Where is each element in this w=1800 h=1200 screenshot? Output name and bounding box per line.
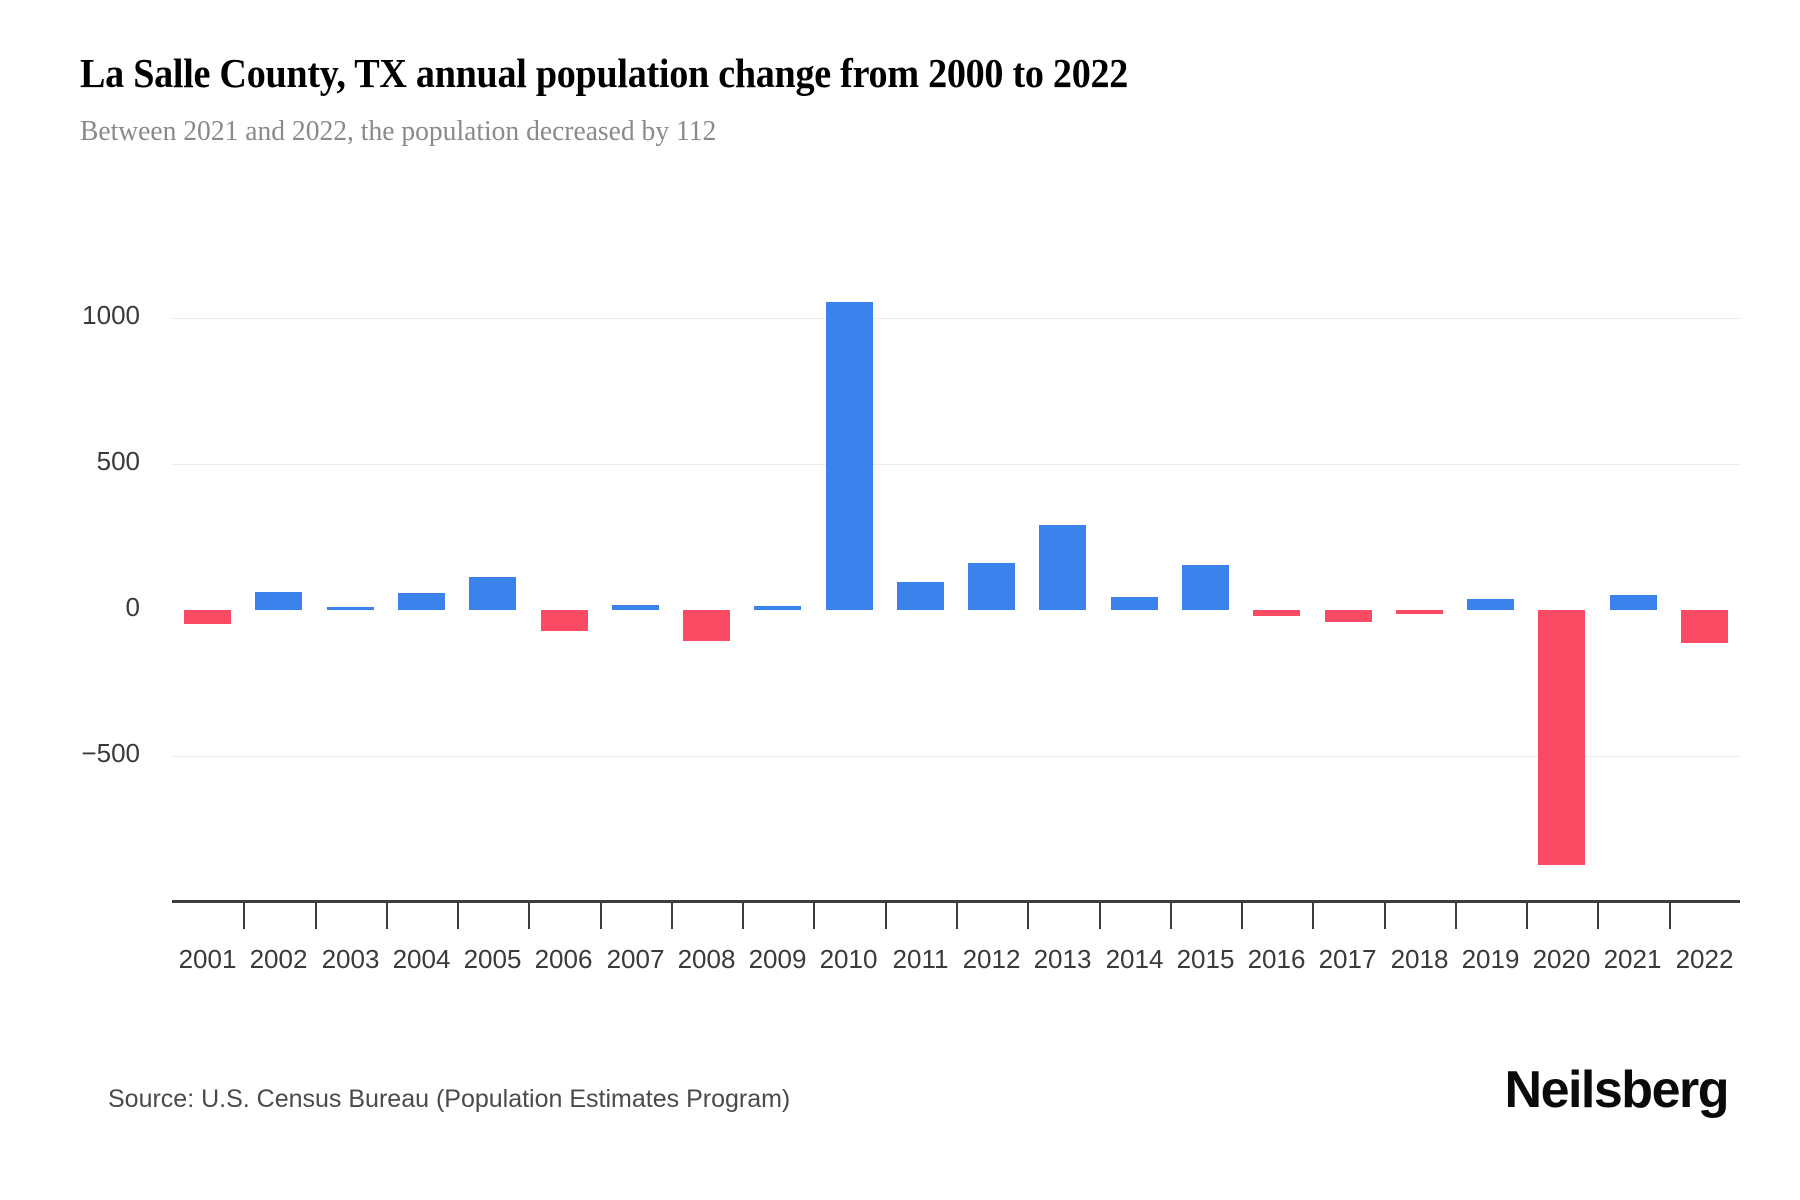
chart-bar[interactable] bbox=[1538, 610, 1585, 865]
x-axis-tick bbox=[1312, 903, 1314, 929]
x-axis-tick bbox=[671, 903, 673, 929]
x-axis-tick bbox=[386, 903, 388, 929]
x-axis-tick-label: 2014 bbox=[1105, 944, 1164, 974]
x-axis-tick-label: 2008 bbox=[677, 944, 736, 974]
x-axis-tick bbox=[1669, 903, 1671, 929]
x-axis-tick bbox=[1455, 903, 1457, 929]
gridline bbox=[172, 756, 1740, 757]
chart-bar[interactable] bbox=[1253, 610, 1300, 616]
chart-bar[interactable] bbox=[612, 605, 659, 610]
x-axis-tick-label: 2021 bbox=[1603, 944, 1662, 974]
chart-bar[interactable] bbox=[469, 577, 516, 610]
x-axis-tick-label: 2006 bbox=[534, 944, 593, 974]
chart-header: La Salle County, TX annual population ch… bbox=[80, 50, 1720, 149]
chart-bar[interactable] bbox=[1182, 565, 1229, 610]
x-axis-tick-label: 2013 bbox=[1033, 944, 1092, 974]
x-axis-tick-label: 2012 bbox=[962, 944, 1021, 974]
chart-subtitle: Between 2021 and 2022, the population de… bbox=[80, 115, 717, 148]
x-axis-tick-label: 2020 bbox=[1532, 944, 1591, 974]
chart-bar[interactable] bbox=[1467, 599, 1514, 610]
chart-bar[interactable] bbox=[1610, 595, 1657, 610]
chart-bar[interactable] bbox=[184, 610, 231, 624]
chart-bar[interactable] bbox=[968, 563, 1015, 610]
x-axis-tick bbox=[1027, 903, 1029, 929]
x-axis-tick-label: 2003 bbox=[321, 944, 380, 974]
chart-bar[interactable] bbox=[897, 582, 944, 610]
x-axis-tick bbox=[1241, 903, 1243, 929]
x-axis-tick bbox=[528, 903, 530, 929]
x-axis-tick bbox=[243, 903, 245, 929]
chart-bar[interactable] bbox=[1325, 610, 1372, 622]
x-axis-tick-label: 2002 bbox=[249, 944, 308, 974]
chart-bar[interactable] bbox=[255, 592, 302, 610]
x-axis-tick bbox=[1597, 903, 1599, 929]
y-axis-tick-label: 0 bbox=[125, 592, 140, 622]
x-axis-tick-label: 2007 bbox=[606, 944, 665, 974]
x-axis-tick bbox=[315, 903, 317, 929]
chart-bar[interactable] bbox=[683, 610, 730, 641]
x-axis-tick bbox=[600, 903, 602, 929]
x-axis-tick-label: 2019 bbox=[1461, 944, 1520, 974]
x-axis-line bbox=[172, 900, 1740, 903]
x-axis-tick-label: 2001 bbox=[178, 944, 237, 974]
x-axis-tick-label: 2005 bbox=[463, 944, 522, 974]
x-axis-tick-label: 2016 bbox=[1247, 944, 1306, 974]
source-note: Source: U.S. Census Bureau (Population E… bbox=[108, 1085, 791, 1113]
chart-bar[interactable] bbox=[1111, 597, 1158, 610]
chart-bar[interactable] bbox=[826, 302, 873, 610]
x-axis-tick bbox=[956, 903, 958, 929]
x-axis-tick bbox=[813, 903, 815, 929]
chart-bar[interactable] bbox=[398, 593, 445, 610]
x-axis-tick-label: 2022 bbox=[1675, 944, 1734, 974]
x-axis-tick-label: 2018 bbox=[1390, 944, 1449, 974]
chart-bar[interactable] bbox=[754, 606, 801, 610]
x-axis-tick-label: 2017 bbox=[1318, 944, 1377, 974]
brand-logo: Neilsberg bbox=[1504, 1061, 1730, 1119]
x-axis-tick bbox=[885, 903, 887, 929]
x-axis-tick-label: 2009 bbox=[748, 944, 807, 974]
x-axis-tick bbox=[1099, 903, 1101, 929]
y-axis-tick-label: 1000 bbox=[82, 300, 140, 330]
x-axis-tick-label: 2015 bbox=[1176, 944, 1235, 974]
chart-bar[interactable] bbox=[1039, 525, 1086, 610]
x-axis-tick bbox=[1170, 903, 1172, 929]
chart-bar[interactable] bbox=[541, 610, 588, 631]
x-axis-tick bbox=[1384, 903, 1386, 929]
chart-bar[interactable] bbox=[327, 607, 374, 610]
page-title: La Salle County, TX annual population ch… bbox=[80, 50, 1129, 96]
chart-bar[interactable] bbox=[1681, 610, 1728, 643]
x-axis-tick bbox=[742, 903, 744, 929]
x-axis-tick bbox=[457, 903, 459, 929]
x-axis-tick-label: 2011 bbox=[892, 944, 949, 974]
x-axis-tick bbox=[1526, 903, 1528, 929]
chart-bar[interactable] bbox=[1396, 610, 1443, 614]
y-axis-tick-label: 500 bbox=[96, 446, 140, 476]
x-axis-tick-label: 2010 bbox=[819, 944, 878, 974]
gridline bbox=[172, 318, 1740, 319]
y-axis-tick-label: −500 bbox=[81, 738, 140, 768]
x-axis-tick-label: 2004 bbox=[392, 944, 451, 974]
gridline bbox=[172, 464, 1740, 465]
